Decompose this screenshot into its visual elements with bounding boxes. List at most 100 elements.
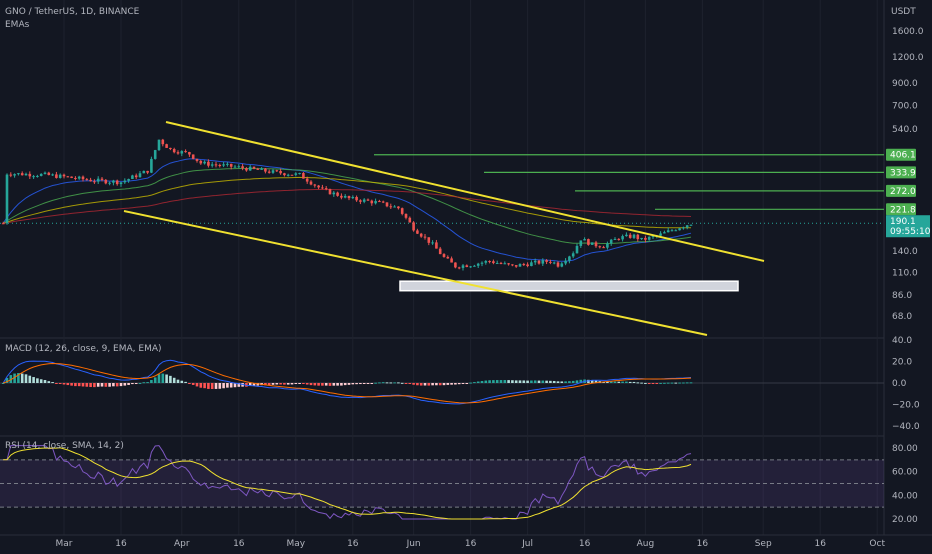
candle-body <box>682 227 685 229</box>
macd-histogram-bar <box>385 382 389 384</box>
macd-histogram-bar <box>36 378 39 383</box>
candle-body <box>408 217 412 223</box>
candle-body <box>340 195 343 198</box>
macd-histogram-bar <box>408 383 412 384</box>
macd-histogram-bar <box>47 381 51 383</box>
macd-histogram-bar <box>484 380 488 383</box>
candle-body <box>450 258 453 263</box>
macd-histogram-bar <box>24 374 28 383</box>
candle-body <box>9 174 13 176</box>
candle-body <box>222 164 225 166</box>
macd-histogram-bar <box>305 383 309 385</box>
macd-histogram-bar <box>457 383 461 385</box>
candle-body <box>58 174 62 178</box>
candle-body <box>575 245 579 254</box>
rsi-tick-label: 40.00 <box>892 491 918 501</box>
candle-body <box>385 202 389 207</box>
macd-histogram-bar <box>290 383 294 385</box>
currency-label: USDT <box>891 7 916 17</box>
price-tick-label: 68.0 <box>892 312 912 322</box>
macd-histogram-bar <box>461 383 465 384</box>
macd-histogram-bar <box>514 380 518 383</box>
macd-histogram-bar <box>340 383 343 386</box>
candle-body <box>362 199 366 202</box>
candle-body <box>279 171 282 174</box>
macd-histogram-bar <box>651 383 655 384</box>
candle-body <box>442 254 446 257</box>
lower-trendline <box>123 210 708 336</box>
candle-body <box>636 234 640 240</box>
macd-histogram-bar <box>571 380 575 383</box>
candle-body <box>131 175 134 179</box>
candle-body <box>560 263 564 267</box>
macd-histogram-bar <box>43 380 47 383</box>
candle-body <box>176 152 180 154</box>
candle-body <box>659 233 662 236</box>
macd-histogram-bar <box>685 382 689 384</box>
candle-body <box>191 154 195 159</box>
macd-histogram-bar <box>647 383 651 384</box>
candle-body <box>621 236 624 240</box>
candle-body <box>245 168 248 171</box>
macd-histogram-bar <box>537 380 541 383</box>
candle-body <box>685 225 689 228</box>
macd-histogram-bar <box>480 381 484 383</box>
macd-histogram-bar <box>108 383 111 387</box>
price-tick-label: 86.0 <box>892 291 912 301</box>
candle-body <box>233 166 237 168</box>
macd-histogram-bar <box>119 383 123 387</box>
macd-histogram-bar <box>70 383 73 386</box>
macd-histogram-bar <box>28 375 32 383</box>
macd-histogram-bar <box>1 383 5 384</box>
macd-histogram-bar <box>74 383 77 387</box>
candle-body <box>606 243 609 248</box>
time-tick-label: 16 <box>465 539 477 549</box>
candle-body <box>674 230 678 232</box>
candle-body <box>264 168 267 172</box>
macd-histogram-bar <box>229 383 233 388</box>
rsi-ma-line <box>3 447 692 520</box>
macd-histogram-bar <box>492 380 495 383</box>
macd-histogram-bar <box>609 381 613 383</box>
macd-histogram-bar <box>613 381 617 383</box>
candle-body <box>484 261 488 263</box>
macd-histogram-bar <box>176 379 180 383</box>
horizontal-levels: 406.1 333.9 272.0 221.8 190.109:55:10 <box>0 148 931 292</box>
macd-histogram-bar <box>5 377 9 383</box>
candle-body <box>670 230 674 232</box>
candle-body <box>476 263 480 266</box>
candle-body <box>134 175 138 178</box>
candle-body <box>454 262 457 268</box>
candle-body <box>153 150 157 159</box>
macd-tick-label: 20.0 <box>892 358 912 368</box>
ema-indicator-label: EMAs <box>5 20 30 30</box>
candle-body <box>518 264 522 267</box>
candle-body <box>203 161 206 164</box>
macd-histogram-bar <box>552 380 556 383</box>
candle-body <box>644 237 647 240</box>
rsi-tick-label: 20.00 <box>892 515 918 525</box>
price-tick-label: 540.0 <box>892 125 918 135</box>
macd-histogram-bar <box>397 382 400 384</box>
support-zone-box <box>399 280 739 292</box>
level-label-bg <box>886 148 916 161</box>
macd-histogram-bar <box>134 383 138 384</box>
candle-body <box>20 173 24 176</box>
candle-body <box>579 240 583 246</box>
time-tick-label: Aug <box>637 539 655 549</box>
macd-histogram-bar <box>32 377 35 383</box>
macd-histogram-bar <box>17 373 20 383</box>
macd-line <box>2 359 692 405</box>
candle-body <box>609 239 613 244</box>
candle-body <box>594 242 598 247</box>
candle-body <box>28 173 32 177</box>
macd-histogram-bar <box>560 381 564 383</box>
candle-body <box>214 164 218 166</box>
macd-histogram-bar <box>378 382 381 384</box>
candle-body <box>378 201 381 203</box>
time-tick-label: Oct <box>869 539 885 549</box>
macd-histogram-bar <box>575 380 579 383</box>
candle-body <box>583 239 586 241</box>
